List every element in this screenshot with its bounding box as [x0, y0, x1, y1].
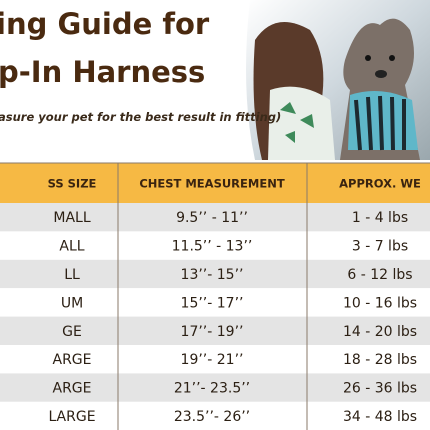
table-cell: 1 - 4 lbs [352, 210, 408, 226]
size-table: SS SIZE CHEST MEASUREMENT APPROX. WE MALL 9.… [0, 162, 430, 430]
table-cell: 11.5’’ - 13’’ [172, 239, 253, 255]
table-row [0, 401, 430, 430]
table-row [0, 345, 430, 374]
table-cell: 18 - 28 lbs [343, 352, 417, 368]
table-cell: UM [61, 295, 83, 311]
column-header: APPROX. WE [339, 177, 421, 191]
table-row [0, 231, 430, 260]
table-cell: 23.5’’- 26’’ [174, 409, 250, 425]
table-row [0, 259, 430, 289]
column-header: SS SIZE [48, 177, 97, 191]
table-cell: 13’’- 15’’ [181, 267, 244, 283]
subtitle: asure your pet for the best result in fi… [0, 110, 281, 124]
table-row [0, 288, 430, 317]
column-header: CHEST MEASUREMENT [139, 177, 285, 191]
table-cell: 9.5’’ - 11’’ [176, 210, 248, 226]
table-row [0, 373, 430, 402]
table-cell: ARGE [53, 381, 92, 397]
table-cell: MALL [53, 210, 90, 226]
table-cell: GE [62, 324, 82, 340]
table-cell: 17’’- 19’’ [181, 324, 244, 340]
table-cell: 10 - 16 lbs [343, 295, 417, 311]
table-cell: 19’’- 21’’ [181, 352, 244, 368]
table-cell: 34 - 48 lbs [343, 409, 417, 425]
table-cell: 6 - 12 lbs [347, 267, 412, 283]
table-cell: 26 - 36 lbs [343, 381, 417, 397]
title-line: ing Guide for [0, 7, 210, 41]
table-cell: LL [64, 267, 80, 283]
table-cell: 21’’- 23.5’’ [174, 381, 250, 397]
table-row [0, 316, 430, 345]
table-cell: 15’’- 17’’ [181, 295, 244, 311]
photo [246, 0, 430, 161]
table-cell: LARGE [48, 409, 95, 425]
table-cell: ARGE [53, 352, 92, 368]
table-cell: 3 - 7 lbs [352, 239, 408, 255]
table-cell: ALL [59, 239, 84, 255]
table-cell: 14 - 20 lbs [343, 324, 417, 340]
title-line: p-In Harness [0, 55, 205, 89]
header-row [0, 163, 430, 203]
table-row [0, 203, 430, 232]
